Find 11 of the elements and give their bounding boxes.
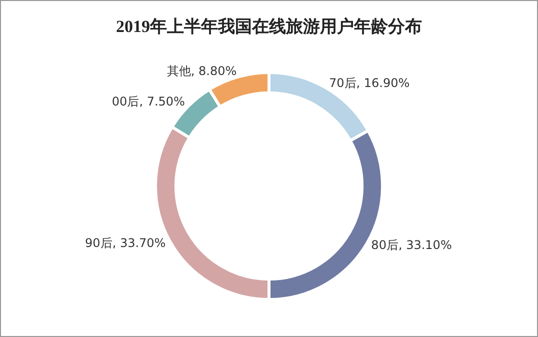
slice-label: 90后	[85, 236, 112, 250]
slice-label: 00后	[112, 94, 140, 109]
slice-label: 其他	[166, 64, 191, 78]
chart-title: 2019年上半年我国在线旅游用户年龄分布	[115, 16, 423, 38]
data-label: , 33.70%	[112, 236, 166, 250]
slice-label: 70后	[329, 76, 356, 90]
slice-label: 80后	[371, 238, 398, 252]
data-label: , 7.50%	[139, 94, 185, 109]
data-label: , 8.80%	[190, 64, 237, 78]
data-label: , 16.90%	[356, 76, 410, 90]
data-label: , 33.10%	[398, 238, 452, 252]
